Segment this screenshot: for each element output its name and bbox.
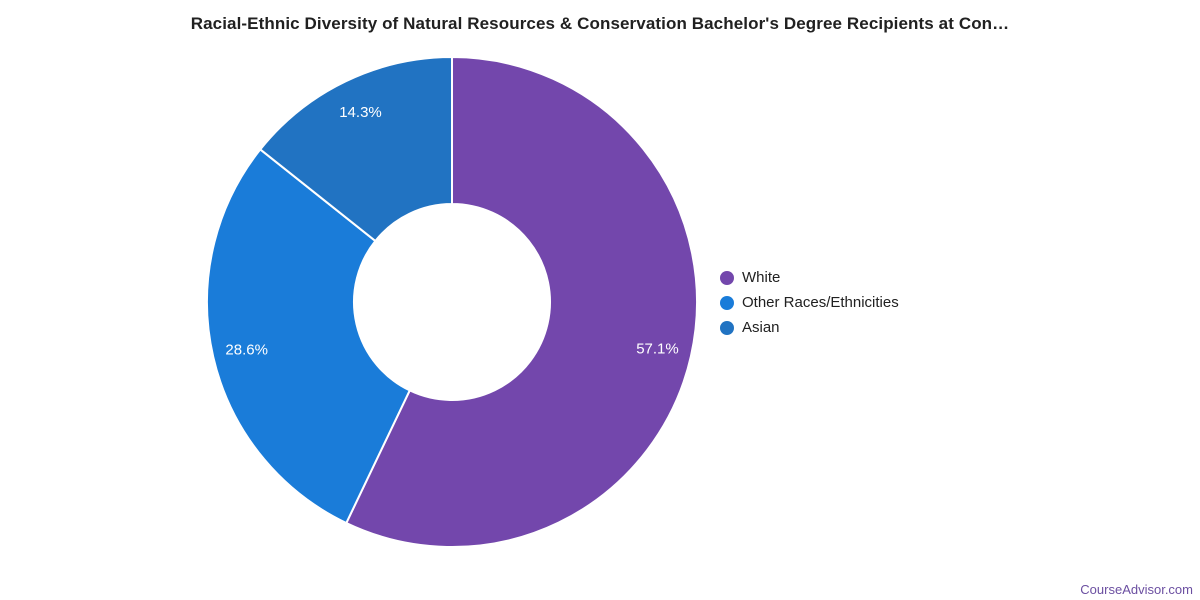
- pie-slice-white[interactable]: [345, 56, 698, 548]
- slice-percentage-label-asian: 14.3%: [339, 104, 382, 121]
- pie-slice-other-races-ethnicities[interactable]: [206, 148, 411, 525]
- chart-legend: White Other Races/Ethnicities Asian: [720, 268, 899, 337]
- legend-dot-icon: [720, 295, 734, 310]
- legend-item-asian: Asian: [720, 318, 899, 337]
- pie-slice-asian[interactable]: [259, 56, 453, 242]
- legend-label: White: [742, 269, 781, 286]
- slice-percentage-label-white: 57.1%: [636, 341, 679, 358]
- legend-item-other-races-ethnicities: Other Races/Ethnicities: [720, 293, 899, 312]
- chart-title: Racial-Ethnic Diversity of Natural Resou…: [190, 14, 1010, 33]
- legend-dot-icon: [720, 320, 734, 335]
- legend-dot-icon: [720, 270, 734, 285]
- legend-item-white: White: [720, 268, 899, 287]
- courseadvisor-watermark-link[interactable]: CourseAdvisor.com: [1080, 582, 1193, 597]
- slice-percentage-label-other-races-ethnicities: 28.6%: [225, 341, 268, 358]
- legend-label: Other Races/Ethnicities: [742, 294, 899, 311]
- legend-label: Asian: [742, 319, 780, 336]
